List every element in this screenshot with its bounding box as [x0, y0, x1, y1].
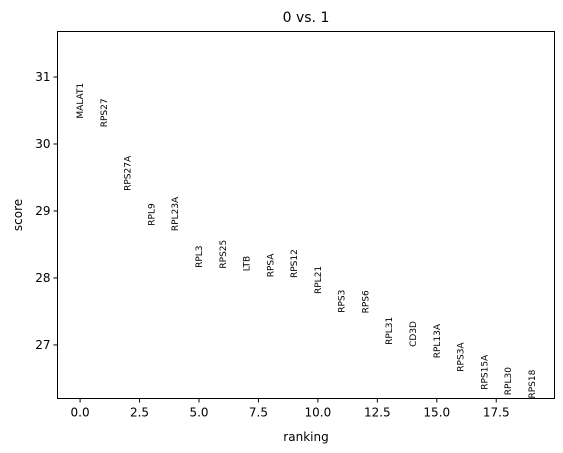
gene-label: RPL30 — [504, 367, 514, 395]
x-tick-label: 7.5 — [249, 406, 268, 420]
y-axis: 27 28 29 30 31 — [35, 70, 58, 352]
gene-label: RPL13A — [433, 323, 443, 358]
gene-label: RPL3 — [195, 245, 205, 267]
x-tick-label: 5.0 — [189, 406, 208, 420]
chart-title: 0 vs. 1 — [283, 10, 330, 26]
x-tick-label: 10.0 — [305, 406, 332, 420]
x-tick-label: 12.5 — [364, 406, 391, 420]
y-tick-label: 28 — [35, 271, 50, 285]
y-tick-label: 31 — [35, 70, 50, 84]
gene-labels: MALAT1 RPS27 RPS27A RPL9 RPL23A RPL3 RPS25 LTB R… — [76, 83, 538, 399]
x-tick-label: 0.0 — [71, 406, 90, 420]
y-tick-label: 30 — [35, 137, 50, 151]
gene-label: RPS6 — [361, 290, 371, 313]
plot-frame — [57, 31, 555, 399]
y-axis-label: score — [11, 199, 25, 231]
x-tick-label: 2.5 — [130, 406, 149, 420]
gene-label: RPS27A — [124, 155, 134, 191]
gene-label: RPS3 — [338, 290, 348, 313]
gene-label: RPS27 — [100, 98, 110, 127]
y-tick-label: 29 — [35, 204, 50, 218]
y-tick-label: 27 — [35, 338, 50, 352]
x-axis: 0.0 2.5 5.0 7.5 10.0 12.5 15.0 17.5 — [71, 398, 510, 420]
gene-label: RPS18 — [528, 369, 538, 398]
gene-label: RPL31 — [385, 317, 395, 345]
gene-label: RPL9 — [147, 203, 157, 226]
gene-label: RPS3A — [457, 342, 467, 372]
gene-label: LTB — [243, 256, 253, 271]
x-tick-label: 15.0 — [423, 406, 450, 420]
x-tick-label: 17.5 — [483, 406, 510, 420]
gene-label: RPL23A — [171, 196, 181, 231]
gene-label: CD3D — [409, 321, 419, 347]
gene-label: RPSA — [266, 253, 276, 278]
gene-label: RPL21 — [314, 266, 324, 294]
x-axis-label: ranking — [283, 430, 328, 444]
gene-label: MALAT1 — [76, 83, 86, 119]
gene-label: RPS12 — [290, 249, 300, 278]
gene-label: RPS25 — [219, 240, 229, 269]
gene-label: RPS15A — [480, 354, 490, 390]
